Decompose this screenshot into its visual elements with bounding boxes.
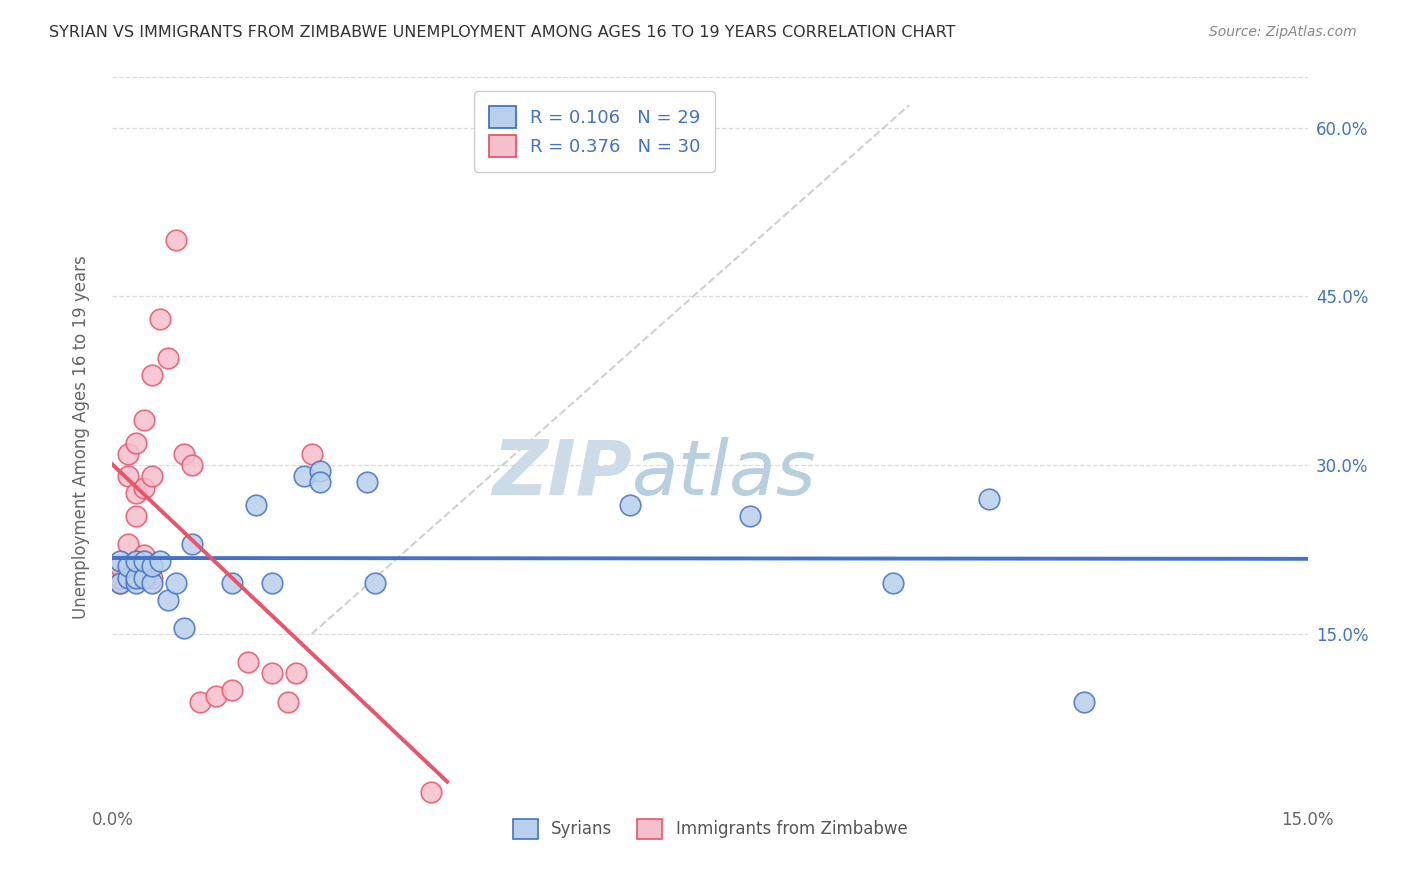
Point (125, 576, 148, 591)
Point (221, 683, 243, 698)
Point (277, 694, 299, 708)
Point (619, 498, 641, 512)
Point (181, 537, 204, 551)
Point (977, 491, 1000, 506)
Point (284, 666, 307, 681)
Point (125, 486, 148, 500)
Point (188, 694, 211, 708)
Point (134, 413, 156, 427)
Point (110, 559, 132, 574)
Point (125, 571, 148, 585)
Point (301, 447, 323, 461)
Point (205, 689, 228, 703)
Point (141, 368, 163, 383)
Point (117, 447, 139, 461)
Point (356, 475, 378, 489)
Point (181, 458, 204, 473)
Point (245, 498, 267, 512)
Point (134, 481, 156, 495)
Point (236, 655, 259, 669)
Point (260, 576, 283, 591)
Point (173, 621, 195, 635)
Point (292, 469, 315, 483)
Text: atlas: atlas (633, 437, 817, 510)
Point (125, 508, 148, 523)
Text: SYRIAN VS IMMIGRANTS FROM ZIMBABWE UNEMPLOYMENT AMONG AGES 16 TO 19 YEARS CORREL: SYRIAN VS IMMIGRANTS FROM ZIMBABWE UNEMP… (49, 25, 956, 40)
Point (1073, 694, 1095, 708)
Point (308, 475, 330, 489)
Y-axis label: Unemployment Among Ages 16 to 19 years: Unemployment Among Ages 16 to 19 years (72, 255, 90, 619)
Point (260, 666, 283, 681)
Point (141, 469, 163, 483)
Point (420, 784, 443, 798)
Point (165, 233, 187, 247)
Point (141, 571, 163, 585)
Point (157, 593, 180, 607)
Point (882, 576, 904, 591)
Point (308, 464, 330, 478)
Point (141, 576, 163, 591)
Point (117, 537, 139, 551)
Point (134, 571, 156, 585)
Point (110, 576, 132, 591)
Point (141, 559, 163, 574)
Point (134, 554, 156, 568)
Point (125, 435, 148, 450)
Point (221, 576, 243, 591)
Point (149, 312, 172, 326)
Text: Source: ZipAtlas.com: Source: ZipAtlas.com (1209, 25, 1357, 39)
Point (110, 554, 132, 568)
Point (117, 469, 139, 483)
Point (125, 571, 148, 585)
Legend: Syrians, Immigrants from Zimbabwe: Syrians, Immigrants from Zimbabwe (506, 812, 914, 846)
Point (134, 548, 156, 562)
Point (117, 559, 139, 574)
Point (165, 576, 187, 591)
Point (110, 571, 132, 585)
Point (125, 554, 148, 568)
Point (364, 576, 387, 591)
Point (110, 576, 132, 591)
Point (149, 554, 172, 568)
Text: ZIP: ZIP (492, 437, 633, 510)
Point (738, 508, 761, 523)
Point (173, 447, 195, 461)
Point (117, 571, 139, 585)
Point (157, 351, 180, 366)
